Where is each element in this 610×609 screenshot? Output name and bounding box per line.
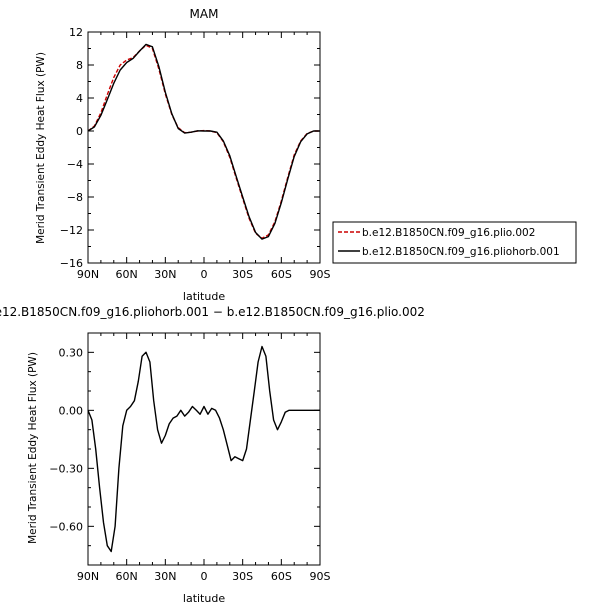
bottom-x-tick-label: 60N [116, 570, 138, 583]
bottom-series-line-1 [87, 345, 320, 553]
bottom-chart-title: b.e12.B1850CN.f09_g16.pliohorb.001 − b.e… [0, 305, 425, 319]
top-x-tick-label: 60S [271, 268, 292, 281]
bottom-chart-ylabel: Merid Transient Eddy Heat Flux (PW) [27, 352, 39, 544]
bottom-x-tick-label: 90N [77, 570, 99, 583]
bottom-chart: b.e12.B1850CN.f09_g16.pliohorb.001 − b.e… [0, 305, 425, 605]
bottom-chart-ticks: −0.60 −0.30 0.00 0.30 90N 60N 30N 0 30S 60S 90S [49, 332, 331, 583]
top-y-tick-label: 12 [69, 26, 83, 39]
bottom-x-tick-label: 30S [232, 570, 253, 583]
bottom-x-tick-label: 90S [310, 570, 331, 583]
bottom-chart-series [87, 345, 320, 553]
top-y-tick-label: −8 [67, 191, 83, 204]
top-x-tick-label: 90S [310, 268, 331, 281]
legend-label-series-1: b.e12.B1850CN.f09_g16.plio.002 [362, 227, 535, 239]
top-x-tick-label: 90N [77, 268, 99, 281]
top-series-line-1 [87, 44, 320, 240]
top-chart-series [87, 43, 320, 240]
top-chart: MAM Merid Transient Eddy Heat Flux (PW) … [35, 7, 331, 303]
bottom-x-tick-label: 30N [154, 570, 176, 583]
top-y-tick-label: −16 [60, 257, 83, 270]
bottom-y-tick-label: 0.00 [59, 404, 84, 417]
top-y-tick-label: 4 [76, 92, 83, 105]
top-chart-ylabel: Merid Transient Eddy Heat Flux (PW) [35, 52, 47, 244]
top-x-tick-label: 30N [154, 268, 176, 281]
top-chart-title: MAM [190, 7, 219, 21]
top-x-tick-label: 0 [201, 268, 208, 281]
legend-label-series-2: b.e12.B1850CN.f09_g16.pliohorb.001 [362, 246, 560, 258]
top-y-tick-label: 0 [76, 125, 83, 138]
bottom-y-tick-label: 0.30 [59, 346, 84, 359]
top-y-tick-label: −4 [67, 158, 83, 171]
bottom-y-tick-label: −0.60 [49, 520, 83, 533]
top-chart-frame [87, 31, 321, 264]
bottom-x-tick-label: 0 [201, 570, 208, 583]
legend-box [332, 221, 577, 264]
top-x-tick-label: 30S [232, 268, 253, 281]
bottom-chart-xlabel: latitude [183, 592, 225, 605]
chart-legend: b.e12.B1850CN.f09_g16.plio.002 b.e12.B18… [332, 221, 577, 264]
top-y-tick-label: −12 [60, 224, 83, 237]
bottom-chart-frame [87, 332, 321, 566]
top-x-tick-label: 60N [116, 268, 138, 281]
bottom-y-tick-label: −0.30 [49, 462, 83, 475]
top-y-tick-label: 8 [76, 59, 83, 72]
top-series-line-2 [87, 43, 320, 240]
top-chart-xlabel: latitude [183, 290, 225, 303]
bottom-x-tick-label: 60S [271, 570, 292, 583]
top-chart-ticks: −16 −12 −8 −4 0 4 8 12 90N 60N 30N 0 30S 60S 90S [60, 26, 331, 281]
